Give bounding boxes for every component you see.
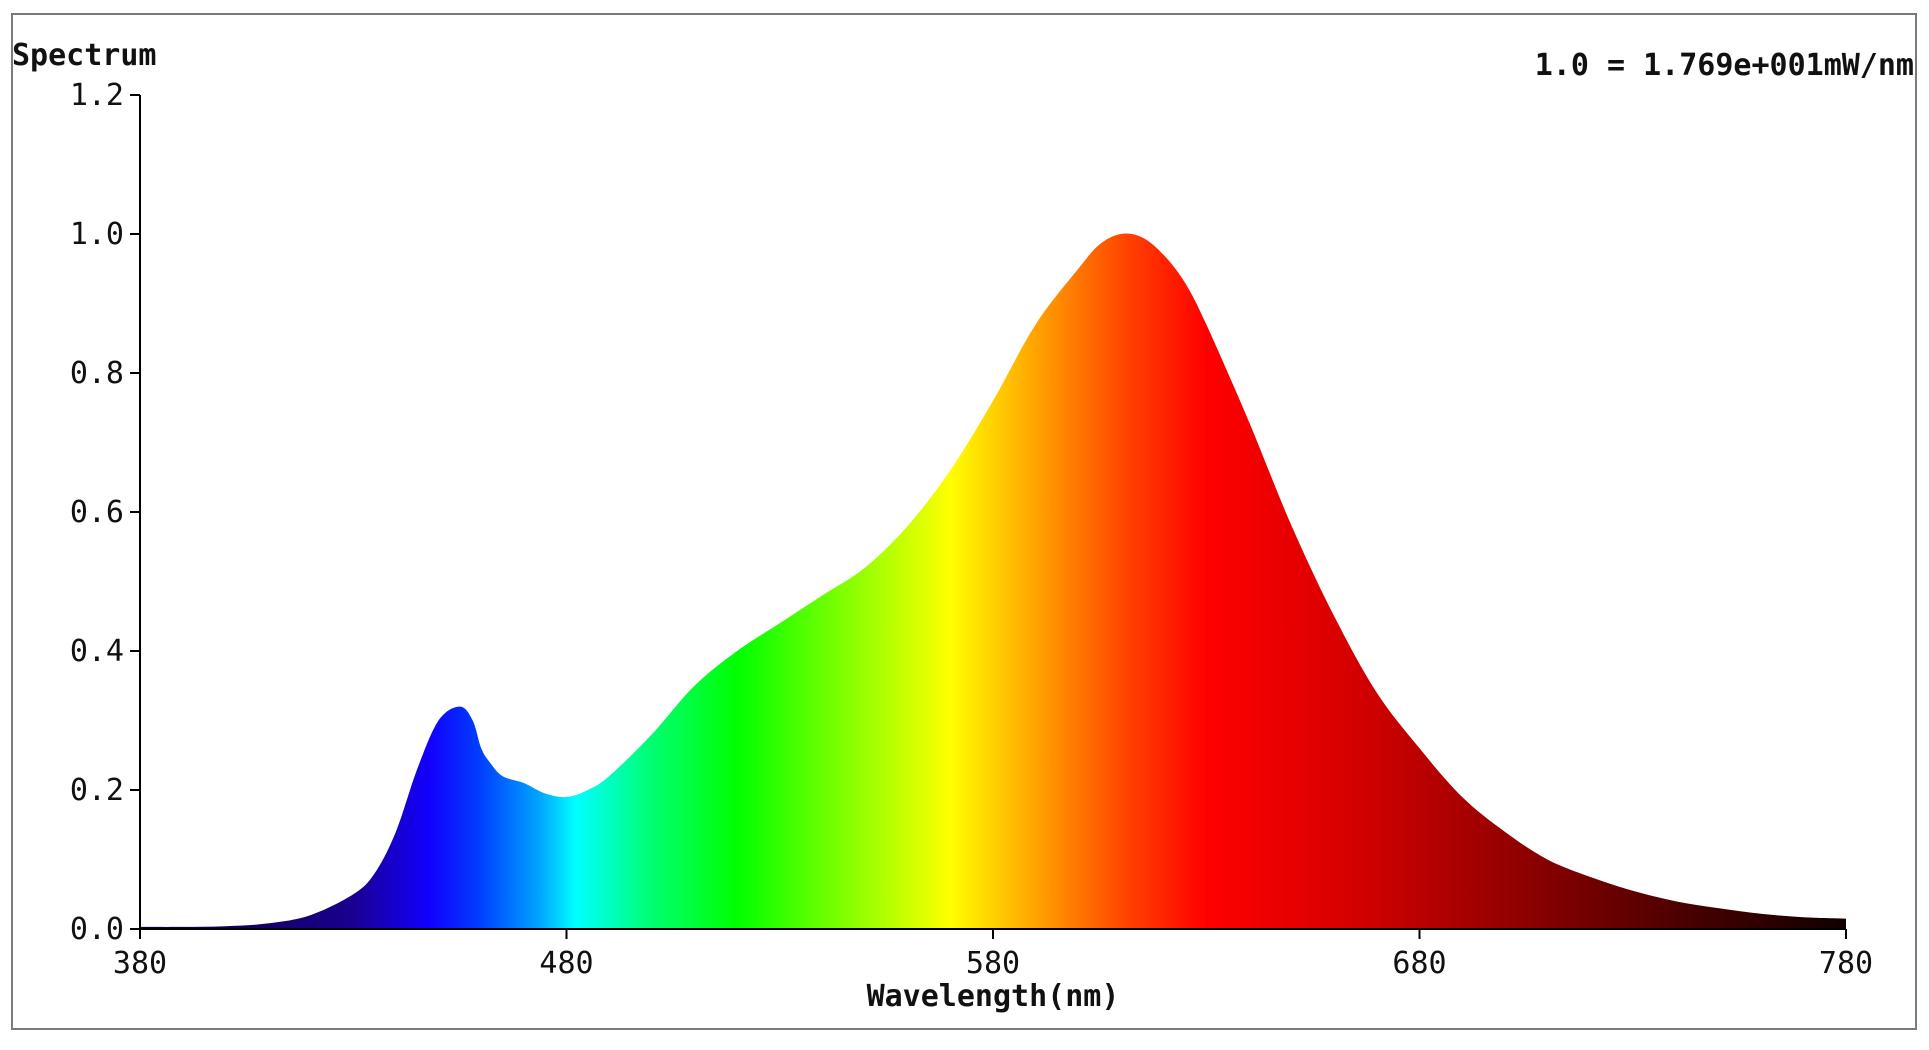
y-tick-label: 0.2 (70, 773, 124, 808)
x-tick-label: 480 (539, 946, 593, 981)
y-tick-label: 0.8 (70, 356, 124, 391)
x-tick-label: 580 (966, 946, 1020, 981)
scale-annotation: 1.0 = 1.769e+001mW/nm (1535, 48, 1914, 83)
y-axis-ticks: 0.0 0.2 0.4 0.6 0.8 1.0 1.2 (70, 78, 140, 947)
y-tick-label: 0.4 (70, 634, 124, 669)
y-tick-label: 0.6 (70, 495, 124, 530)
spectrum-area (140, 233, 1846, 929)
x-axis-ticks: 380 480 580 680 780 (113, 929, 1873, 981)
x-tick-label: 380 (113, 946, 167, 981)
chart-frame (11, 13, 1917, 1030)
chart-title: Spectrum (12, 38, 157, 73)
x-tick-label: 780 (1819, 946, 1873, 981)
y-tick-label: 1.2 (70, 78, 124, 113)
y-tick-label: 1.0 (70, 217, 124, 252)
x-axis-label: Wavelength(nm) (867, 979, 1120, 1014)
y-tick-label: 0.0 (70, 912, 124, 947)
x-tick-label: 680 (1392, 946, 1446, 981)
